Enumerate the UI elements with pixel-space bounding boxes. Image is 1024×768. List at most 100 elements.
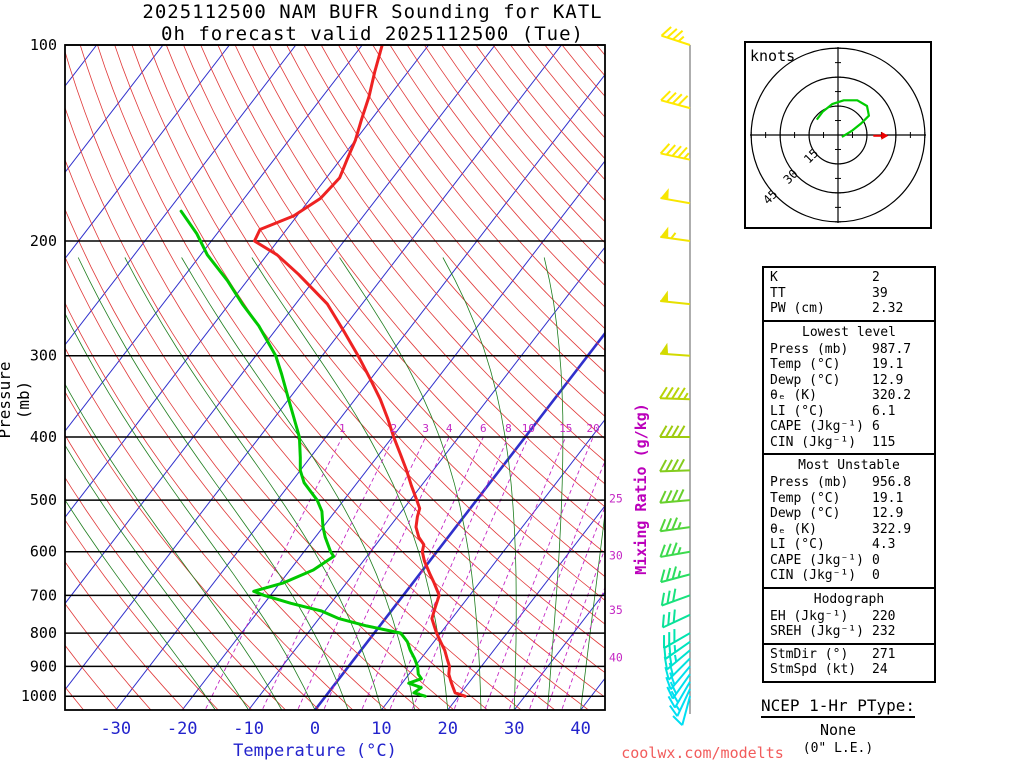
mixing-ratio-edge-label: 40: [609, 650, 623, 664]
stat-value: 956.8: [872, 475, 912, 490]
temperature-axis-label: Temperature (°C): [233, 741, 397, 761]
stat-label: Dewp (°C): [770, 506, 841, 521]
pressure-tick-labels: 100 200 300 400 500 600 700 800 900 1000: [21, 36, 57, 705]
pressure-tick-label: 500: [30, 491, 57, 509]
stat-row: CAPE (Jkg⁻¹) 6: [764, 419, 934, 435]
stat-value: 39: [872, 285, 888, 301]
stat-row: StmDir (°) 271: [764, 647, 934, 663]
stat-row: Temp (°C) 19.1: [764, 357, 934, 373]
stat-label: CIN (Jkg⁻¹): [770, 568, 857, 583]
stat-label: Press (mb): [770, 475, 849, 490]
ptype-detail: (0" L.E.): [802, 741, 874, 756]
hodograph-rings: [750, 47, 926, 223]
stat-row: Press (mb) 956.8: [764, 475, 934, 491]
temperature-tick-label: -10: [233, 719, 264, 739]
wind-barb: [659, 143, 691, 161]
stat-value: 6: [872, 419, 880, 434]
mixing-ratio-label: 8: [505, 422, 512, 435]
stat-label: LI (°C): [770, 403, 825, 419]
hodograph-units-label: knots: [750, 47, 796, 65]
isotherms: [65, 45, 605, 710]
stat-row: Dewp (°C) 12.9: [764, 506, 934, 522]
stat-row: Temp (°C) 19.1: [764, 491, 934, 507]
stat-label: θₑ (K): [770, 388, 817, 403]
temperature-tick-label: 0: [310, 719, 320, 739]
stat-row: StmSpd (kt) 24: [764, 662, 934, 678]
mixing-ratio-label: 2: [391, 422, 398, 435]
stat-label: SREH (Jkg⁻¹): [770, 624, 864, 639]
ptype-title: NCEP 1-Hr PType:: [760, 696, 916, 718]
wind-barb: [665, 665, 691, 691]
stats-section-4: StmDir (°) 271 StmSpd (kt) 24: [764, 642, 934, 681]
wind-barb: [672, 695, 691, 726]
stat-row: TT 39: [764, 286, 934, 302]
stat-row: CIN (Jkg⁻¹) 115: [764, 435, 934, 451]
stat-label: K: [770, 270, 778, 285]
mixing-ratio-label: 15: [559, 422, 572, 435]
stat-label: CIN (Jkg⁻¹): [770, 434, 857, 450]
stat-value: 220: [872, 608, 896, 624]
stat-label: Temp (°C): [770, 357, 841, 372]
stat-label: LI (°C): [770, 537, 825, 552]
stat-label: Dewp (°C): [770, 372, 841, 388]
stat-value: 271: [872, 646, 896, 662]
stat-value: 24: [872, 662, 888, 677]
pressure-tick-label: 100: [30, 36, 57, 54]
mixing-ratio-edge-label: 30: [609, 548, 623, 562]
temperature-curve: [253, 45, 467, 698]
stats-section-most-unstable: Most Unstable Press (mb) 956.8 Temp (°C) 19.…: [764, 453, 934, 587]
wind-barb: [659, 489, 691, 504]
stat-value: 12.9: [872, 372, 904, 388]
ptype-value: None: [819, 721, 857, 739]
wind-barb: [663, 649, 691, 671]
stat-value: 115: [872, 434, 896, 450]
pressure-tick-label: 300: [30, 347, 57, 365]
pressure-tick-label: 800: [30, 624, 57, 642]
wind-barb: [660, 342, 691, 357]
stat-value: 0: [872, 552, 880, 568]
stats-section-title: Hodograph: [813, 591, 885, 607]
mixing-ratio-edge-labels: 25 30 35 40: [609, 491, 623, 664]
wind-barb: [659, 425, 690, 439]
stat-label: StmDir (°): [770, 646, 849, 662]
stat-label: TT: [770, 285, 786, 301]
stat-label: Temp (°C): [770, 490, 841, 506]
wind-barb: [660, 90, 691, 110]
wind-barb: [660, 290, 691, 306]
stat-row: EH (Jkg⁻¹) 220: [764, 609, 934, 625]
temperature-tick-label: 10: [371, 719, 391, 739]
stat-label: EH (Jkg⁻¹): [770, 608, 849, 624]
stats-section-title: Most Unstable: [798, 458, 900, 473]
ptype-block: NCEP 1-Hr PType: None (0" L.E.): [744, 696, 932, 756]
stat-value: 19.1: [872, 357, 904, 372]
mixing-ratio-edge-label: 35: [609, 603, 623, 617]
stat-row: Dewp (°C) 12.9: [764, 373, 934, 389]
temperature-tick-labels: -30 -20 -10 0 10 20 30 40: [100, 719, 590, 739]
wind-barb: [659, 542, 691, 558]
stat-row: CAPE (Jkg⁻¹) 0: [764, 553, 934, 569]
storm-motion-marker: [873, 131, 889, 140]
stat-label: CAPE (Jkg⁻¹): [770, 419, 864, 434]
pressure-tick-label: 200: [30, 232, 57, 250]
chart-title-line1: 2025112500 NAM BUFR Sounding for KATL: [142, 1, 603, 23]
stat-label: PW (cm): [770, 301, 825, 316]
stats-section-title: Lowest level: [802, 324, 896, 340]
stat-row: Press (mb) 987.7: [764, 342, 934, 358]
wind-barb-column: [659, 26, 691, 726]
dewpoint-curve: [179, 209, 427, 698]
mixing-ratio-lines: [205, 436, 605, 709]
wind-barb: [663, 629, 691, 649]
stat-label: StmSpd (kt): [770, 662, 857, 677]
temperature-tick-label: 40: [570, 719, 590, 739]
sounding-curves: [179, 45, 467, 698]
wind-barb: [659, 517, 691, 533]
wind-barb: [660, 188, 691, 205]
stat-row: LI (°C) 6.1: [764, 404, 934, 420]
stat-label: θₑ (K): [770, 521, 817, 537]
stat-value: 987.7: [872, 341, 912, 357]
wind-barb: [663, 640, 691, 660]
